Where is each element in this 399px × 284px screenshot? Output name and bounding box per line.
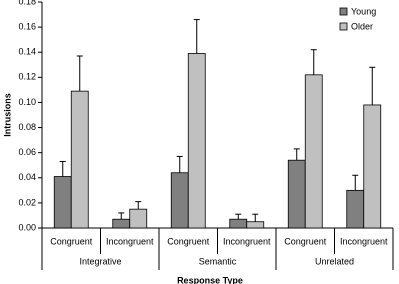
x-tick-label: Incongruent	[223, 236, 271, 246]
legend-label: Older	[351, 21, 373, 31]
x-tick-label: Congruent	[284, 236, 327, 246]
y-tick-label: 0.06	[18, 147, 36, 157]
x-tick-label: Incongruent	[340, 236, 388, 246]
group-label: Unrelated	[315, 256, 354, 266]
y-tick-label: 0.08	[18, 122, 36, 132]
x-axis-title: Response Type	[177, 275, 243, 284]
bar	[53, 176, 72, 229]
y-tick-label: 0.18	[18, 0, 36, 6]
y-tick-label: 0.00	[18, 222, 36, 232]
bar	[287, 159, 306, 229]
legend-label: Young	[351, 6, 376, 16]
bar	[304, 74, 323, 229]
bar	[346, 189, 365, 229]
x-tick-label: Congruent	[167, 236, 210, 246]
bar	[246, 221, 265, 229]
x-tick-label: Incongruent	[106, 236, 154, 246]
y-tick-label: 0.10	[18, 97, 36, 107]
group-label: Integrative	[79, 256, 121, 266]
y-axis-title: Intrusions	[2, 93, 12, 137]
bar	[129, 208, 148, 229]
bar	[170, 172, 189, 229]
bar	[187, 53, 206, 229]
y-tick-label: 0.02	[18, 197, 36, 207]
bar	[70, 90, 89, 229]
group-label: Semantic	[199, 256, 237, 266]
y-tick-label: 0.16	[18, 21, 36, 31]
legend-swatch	[339, 7, 348, 16]
y-tick-label: 0.14	[18, 47, 36, 57]
bar	[112, 218, 131, 229]
y-tick-label: 0.04	[18, 172, 36, 182]
bar	[363, 104, 382, 229]
y-tick-label: 0.12	[18, 72, 36, 82]
x-tick-label: Congruent	[50, 236, 93, 246]
bar	[229, 218, 248, 229]
legend-swatch	[339, 22, 348, 31]
